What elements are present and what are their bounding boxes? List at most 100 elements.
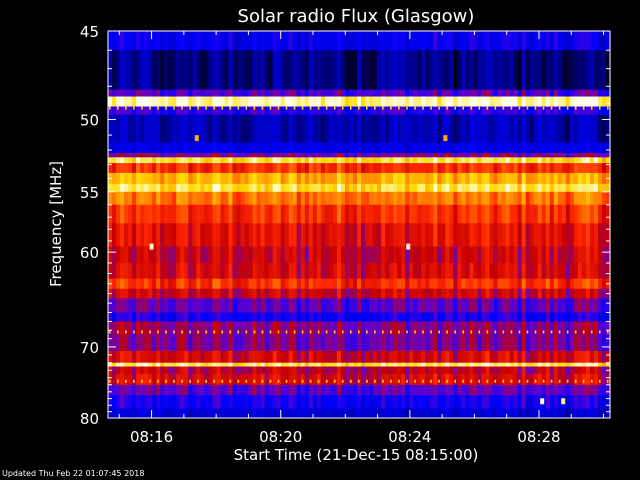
- heat-cell: [112, 366, 117, 375]
- heat-cell: [577, 89, 583, 97]
- heat-cell: [152, 153, 157, 158]
- dotted-row-point: [590, 330, 593, 334]
- heat-cell: [152, 106, 157, 116]
- heat-cell: [312, 395, 318, 409]
- heat-cell: [296, 288, 302, 299]
- heat-cell: [585, 246, 591, 264]
- heat-cell: [481, 142, 487, 154]
- heat-cell: [445, 96, 450, 107]
- heat-cell: [348, 366, 354, 375]
- heat-cell: [521, 106, 527, 116]
- heat-cell: [465, 246, 471, 264]
- heat-cell: [401, 89, 406, 97]
- heat-cell: [124, 114, 129, 144]
- heat-cell: [465, 321, 471, 335]
- heat-cell: [377, 31, 382, 51]
- heat-cell: [132, 191, 137, 206]
- heat-cell: [304, 384, 310, 396]
- heat-cell: [549, 142, 555, 154]
- heat-cell: [176, 31, 181, 51]
- heat-cell: [212, 172, 218, 185]
- heat-cell: [521, 50, 527, 91]
- heat-cell: [525, 263, 531, 280]
- heat-cell: [489, 278, 495, 290]
- heat-cell: [160, 89, 165, 97]
- heat-cell: [597, 362, 603, 367]
- heat-cell: [272, 263, 278, 280]
- heat-cell: [453, 278, 458, 290]
- heat-cell: [164, 395, 169, 409]
- heat-cell: [156, 96, 161, 107]
- heat-cell: [461, 191, 467, 206]
- heat-cell: [292, 334, 298, 352]
- heat-cell: [497, 153, 503, 158]
- heat-cell: [248, 298, 254, 313]
- heat-cell: [224, 50, 230, 91]
- heat-cell: [413, 114, 418, 144]
- heat-cell: [216, 298, 222, 313]
- heat-cell: [136, 96, 141, 107]
- heat-cell: [385, 374, 390, 386]
- heat-cell: [224, 350, 230, 364]
- heat-cell: [593, 157, 599, 164]
- heat-cell: [573, 288, 579, 299]
- heat-cell: [340, 172, 346, 185]
- heat-cell: [148, 163, 153, 174]
- heat-cell: [553, 191, 559, 206]
- heat-cell: [577, 278, 583, 290]
- heat-cell: [385, 384, 390, 396]
- heat-cell: [429, 334, 434, 352]
- heat-cell: [288, 298, 294, 313]
- heat-cell: [565, 172, 571, 185]
- heat-cell: [545, 191, 551, 206]
- heat-cell: [565, 163, 571, 174]
- heat-cell: [565, 204, 571, 224]
- heat-cell: [557, 163, 563, 174]
- heat-cell: [348, 96, 354, 107]
- heat-cell: [184, 223, 189, 247]
- heat-cell: [569, 106, 575, 116]
- heat-cell: [120, 263, 125, 280]
- heat-cell: [280, 153, 286, 158]
- y-tick-label: 80: [80, 410, 99, 428]
- heat-cell: [188, 278, 193, 290]
- heat-cell: [348, 298, 354, 313]
- dotted-row-point: [470, 106, 473, 110]
- heat-cell: [401, 246, 406, 264]
- heat-cell: [401, 96, 406, 107]
- heat-cell: [152, 142, 157, 154]
- heat-cell: [148, 395, 153, 409]
- heat-cell: [601, 395, 607, 409]
- heat-cell: [457, 96, 463, 107]
- heat-cell: [449, 172, 454, 185]
- heat-cell: [449, 350, 454, 364]
- heat-cell: [128, 278, 133, 290]
- heat-cell: [377, 183, 382, 193]
- heat-cell: [168, 278, 173, 290]
- heat-cell: [501, 96, 507, 107]
- heat-cell: [589, 246, 595, 264]
- heat-cell: [284, 204, 290, 224]
- heat-cell: [517, 50, 523, 91]
- heat-cell: [425, 142, 430, 154]
- dotted-row-point: [109, 330, 111, 334]
- heat-cell: [581, 298, 587, 313]
- heat-cell: [589, 89, 595, 97]
- heat-cell: [204, 204, 209, 224]
- heat-cell: [473, 350, 479, 364]
- dotted-row-point: [317, 106, 320, 110]
- heat-cell: [304, 89, 310, 97]
- heat-cell: [348, 263, 354, 280]
- heat-cell: [541, 142, 547, 154]
- heat-cell: [377, 106, 382, 116]
- heat-cell: [152, 172, 157, 185]
- heat-cell: [304, 374, 310, 386]
- heat-cell: [344, 334, 350, 352]
- heat-cell: [573, 157, 579, 164]
- heat-cell: [220, 278, 226, 290]
- heat-cell: [344, 163, 350, 174]
- heat-cell: [200, 395, 205, 409]
- heat-cell: [108, 153, 113, 158]
- heat-cell: [304, 312, 310, 322]
- heat-cell: [513, 142, 519, 154]
